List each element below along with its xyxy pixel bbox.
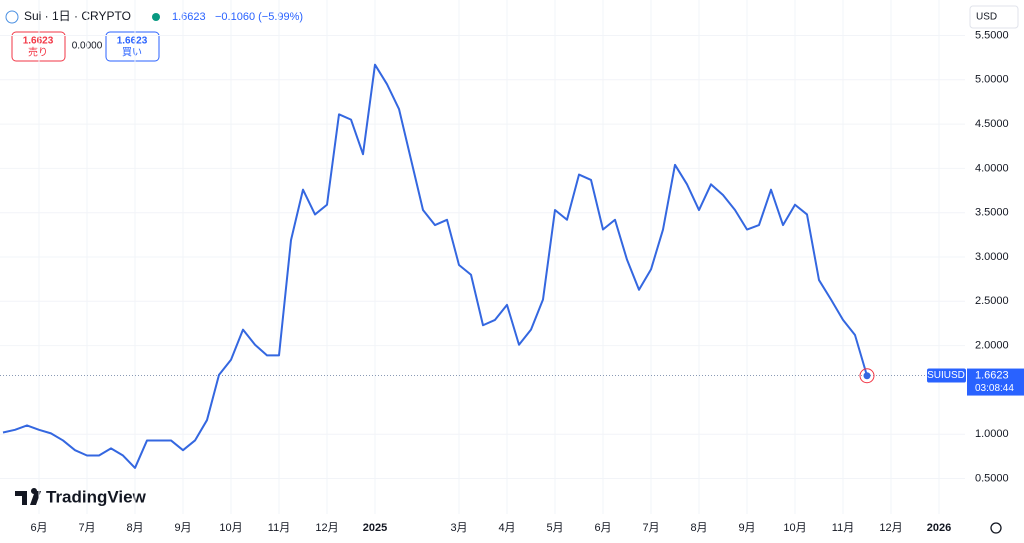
sell-price: 1.6623: [23, 36, 54, 47]
y-tick-label: 4.0000: [975, 162, 1009, 174]
x-tick-label: 12月: [879, 522, 902, 534]
x-tick-label: 7月: [642, 522, 659, 534]
settings-icon[interactable]: [990, 522, 1002, 534]
symbol-title[interactable]: Sui · 1日 · CRYPTO: [24, 9, 131, 23]
last-point: [863, 372, 871, 380]
x-tick-label: 6月: [30, 522, 47, 534]
x-tick-label: 8月: [690, 522, 707, 534]
price-tag-value: 1.6623: [975, 369, 1009, 381]
y-tick-label: 3.5000: [975, 207, 1009, 219]
y-tick-label: 3.0000: [975, 251, 1009, 263]
logo: TradingView: [15, 487, 147, 506]
y-tick-label: 5.5000: [975, 29, 1009, 41]
x-tick-label: 6月: [594, 522, 611, 534]
price-tag-countdown: 03:08:44: [975, 383, 1014, 394]
header-price: 1.6623: [172, 11, 206, 23]
x-tick-label: 4月: [498, 522, 515, 534]
x-tick-label: 2025: [363, 522, 387, 534]
y-tick-label: 2.5000: [975, 295, 1009, 307]
symbol-icon: [5, 10, 19, 24]
price-tag: [967, 368, 1024, 396]
sell-label: 売り: [28, 46, 48, 59]
price-line: [2, 63, 868, 469]
status-dot: [152, 13, 160, 21]
x-tick-label: 8月: [126, 522, 143, 534]
y-tick-label: 4.5000: [975, 118, 1009, 130]
buy-label: 買い: [122, 47, 142, 59]
x-tick-label: 5月: [546, 522, 563, 534]
buy-button[interactable]: [105, 31, 160, 62]
symbol-tag: [927, 368, 966, 383]
x-tick-label: 10月: [783, 522, 806, 534]
x-tick-label: 7月: [78, 522, 95, 534]
x-tick-label: 9月: [738, 522, 755, 534]
y-tick-label: 5.0000: [975, 74, 1009, 86]
logo-text: TradingView: [46, 487, 147, 506]
x-tick-label: 11月: [832, 522, 854, 534]
currency-button[interactable]: [969, 5, 1019, 29]
y-tick-label: 2.0000: [975, 340, 1009, 352]
x-tick-label: 2026: [927, 522, 951, 534]
header-change: −0.1060 (−5.99%): [215, 11, 303, 23]
last-point-ring: [859, 368, 875, 384]
y-tick-label: 1.0000: [975, 428, 1009, 440]
y-tick-label: 0.5000: [975, 472, 1009, 484]
buy-price: 1.6623: [117, 36, 148, 47]
x-tick-label: 12月: [315, 522, 338, 534]
symbol-tag-text: SUIUSD: [927, 370, 965, 381]
currency: USD: [976, 12, 997, 23]
x-tick-label: 11月: [268, 522, 290, 534]
x-tick-label: 9月: [174, 522, 191, 534]
logo-mark: [15, 487, 41, 505]
x-tick-label: 3月: [450, 522, 467, 534]
x-tick-label: 10月: [219, 522, 242, 534]
